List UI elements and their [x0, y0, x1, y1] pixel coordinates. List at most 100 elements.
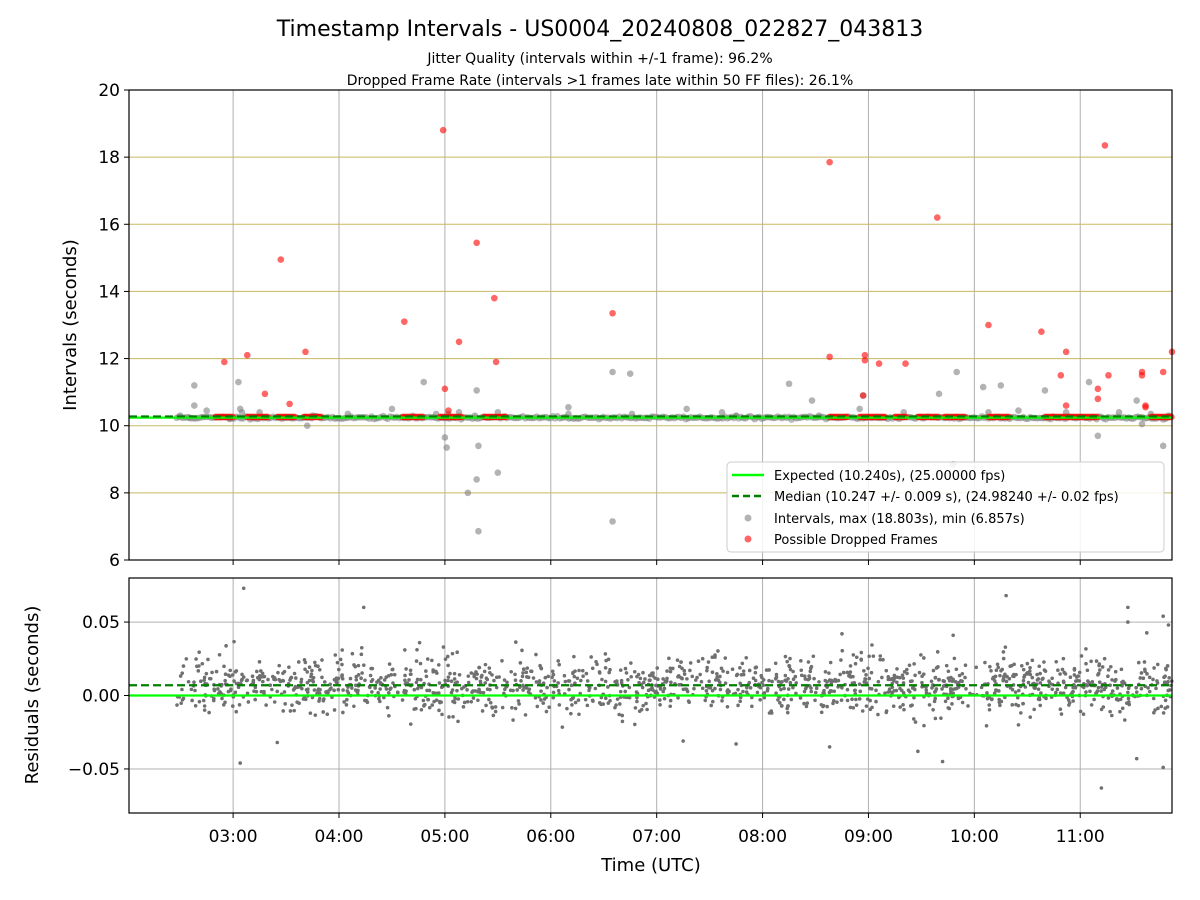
residual-point — [941, 684, 946, 688]
residual-point — [705, 665, 709, 670]
residual-point — [898, 705, 902, 709]
residual-point — [466, 674, 471, 678]
residual-point — [583, 697, 588, 702]
residual-point — [446, 675, 451, 679]
residual-point — [1081, 712, 1086, 717]
residual-point — [522, 667, 526, 671]
residual-point — [577, 712, 581, 717]
residual-point — [1042, 660, 1046, 664]
residual-point — [390, 667, 395, 672]
residual-point — [1120, 706, 1125, 711]
residual-point — [384, 687, 389, 691]
residual-point — [1099, 689, 1103, 693]
interval-point — [979, 383, 987, 391]
residual-point — [1139, 671, 1144, 675]
residual-point — [388, 687, 392, 692]
residual-point — [848, 705, 853, 710]
residual-point — [770, 679, 774, 684]
residual-point — [997, 697, 1001, 702]
residual-point — [281, 709, 286, 713]
residual-point — [989, 697, 994, 702]
residual-point — [1108, 709, 1112, 714]
residual-point — [186, 679, 191, 684]
residual-point — [645, 707, 649, 712]
residual-point — [870, 643, 874, 647]
residual-point — [1025, 671, 1030, 675]
residual-point — [895, 680, 899, 685]
residual-point — [521, 671, 525, 675]
residual-point — [865, 697, 870, 701]
residual-point — [313, 660, 317, 665]
residual-point — [340, 648, 345, 652]
residual-point — [668, 704, 673, 709]
residual-point — [1126, 605, 1130, 610]
residual-point — [725, 689, 729, 694]
residual-point — [1136, 660, 1141, 665]
residual-point — [302, 658, 307, 662]
residual-point — [791, 685, 795, 690]
residual-point — [1066, 698, 1071, 702]
residual-point — [370, 677, 375, 682]
residual-point — [864, 673, 868, 677]
residual-point — [700, 656, 705, 661]
residual-point — [913, 673, 917, 678]
residual-point — [1003, 645, 1008, 649]
residual-point — [1063, 672, 1068, 676]
residual-point — [392, 672, 397, 677]
residual-point — [825, 680, 829, 684]
residuals-y-tick-label: −0.05 — [68, 760, 120, 780]
residual-point — [999, 668, 1003, 673]
residual-point — [1074, 679, 1078, 683]
dropped-frame-point — [445, 407, 452, 414]
residual-point — [680, 666, 684, 671]
interval-point — [609, 368, 616, 376]
residual-point — [328, 682, 332, 687]
residual-point — [295, 685, 299, 690]
interval-point — [1094, 432, 1102, 440]
residual-point — [920, 680, 924, 685]
residual-point — [210, 670, 214, 675]
dropped-frame-point — [1094, 395, 1102, 403]
residual-point — [226, 689, 231, 694]
residual-point — [533, 695, 538, 700]
residual-point — [503, 687, 507, 692]
residual-point — [1161, 765, 1165, 770]
residual-point — [282, 690, 287, 694]
residual-point — [344, 703, 349, 707]
residual-point — [1122, 718, 1127, 722]
residual-point — [332, 708, 337, 712]
residual-point — [527, 687, 532, 692]
residual-point — [594, 659, 598, 664]
residual-point — [734, 742, 738, 746]
residual-point — [1072, 673, 1077, 677]
residual-point — [850, 697, 854, 702]
interval-point — [997, 382, 1005, 389]
residual-point — [812, 676, 816, 681]
residual-point — [603, 652, 608, 656]
residual-point — [629, 674, 633, 679]
residual-point — [516, 699, 521, 703]
residual-point — [524, 670, 529, 675]
residual-point — [1001, 674, 1006, 679]
residual-point — [892, 688, 896, 693]
residual-point — [898, 686, 902, 691]
residual-point — [996, 665, 1001, 670]
residual-point — [874, 688, 878, 693]
residual-point — [848, 670, 853, 674]
residual-point — [767, 678, 771, 683]
residual-point — [1016, 703, 1021, 708]
residual-point — [997, 700, 1002, 705]
residual-point — [620, 713, 625, 718]
residual-point — [391, 681, 395, 685]
residual-point — [1090, 679, 1095, 684]
residual-point — [570, 696, 575, 701]
residual-point — [946, 676, 951, 680]
residual-point — [313, 713, 318, 717]
residual-point — [786, 687, 791, 691]
residual-point — [450, 651, 455, 656]
interval-point — [303, 422, 311, 430]
residual-point — [440, 712, 444, 717]
residual-point — [956, 696, 961, 701]
residual-point — [294, 676, 298, 680]
residual-point — [556, 681, 560, 685]
